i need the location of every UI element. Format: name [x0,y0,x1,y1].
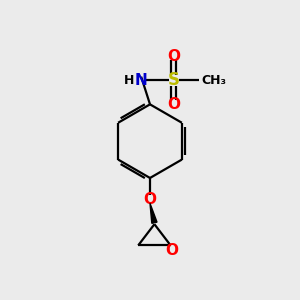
Text: O: O [167,97,180,112]
Text: H: H [124,74,135,87]
Text: CH₃: CH₃ [202,74,226,87]
Text: O: O [167,49,180,64]
Text: N: N [135,73,148,88]
Text: O: O [166,243,178,258]
Text: O: O [143,192,157,207]
Polygon shape [150,203,157,223]
Text: S: S [168,71,180,89]
